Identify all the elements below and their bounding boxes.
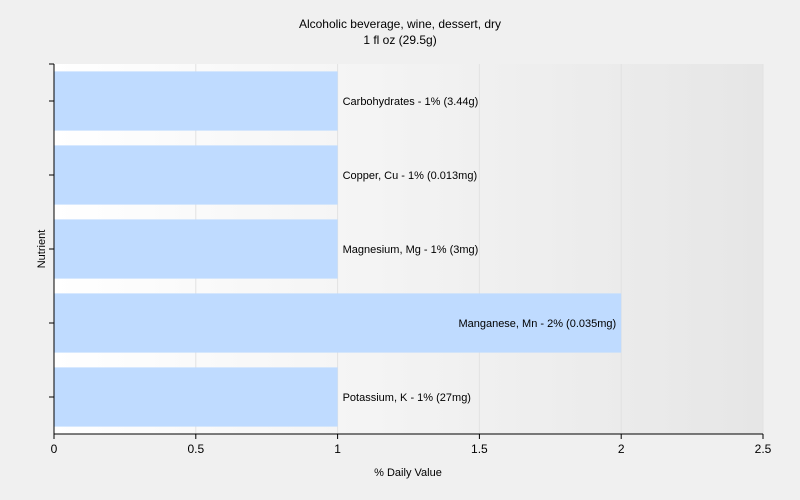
bar-label: Copper, Cu - 1% (0.013mg) bbox=[343, 170, 478, 182]
bar bbox=[54, 367, 338, 427]
x-tick-label: 1 bbox=[334, 442, 341, 456]
bar-label: Carbohydrates - 1% (3.44g) bbox=[343, 96, 479, 108]
y-axis-title: Nutrient bbox=[36, 230, 48, 269]
x-tick-label: 0.5 bbox=[187, 442, 204, 456]
bar bbox=[54, 145, 338, 205]
chart-title: Alcoholic beverage, wine, dessert, dry bbox=[299, 17, 501, 31]
bar bbox=[54, 293, 622, 353]
x-tick-label: 0 bbox=[51, 442, 58, 456]
bar bbox=[54, 219, 338, 279]
bar-label: Potassium, K - 1% (27mg) bbox=[343, 392, 471, 404]
axes: 0 0.5 1 1.5 2 2.5 bbox=[49, 63, 772, 456]
chart-subtitle: 1 fl oz (29.5g) bbox=[363, 33, 436, 47]
x-tick-label: 2 bbox=[618, 442, 625, 456]
x-axis-title: % Daily Value bbox=[374, 467, 442, 479]
x-tick-label: 2.5 bbox=[755, 442, 772, 456]
bar-label: Manganese, Mn - 2% (0.035mg) bbox=[458, 318, 616, 330]
bar bbox=[54, 71, 338, 131]
bars: Potassium, K - 1% (27mg) Manganese, Mn - … bbox=[54, 71, 622, 427]
bar-label: Magnesium, Mg - 1% (3mg) bbox=[343, 244, 479, 256]
x-tick-label: 1.5 bbox=[471, 442, 488, 456]
